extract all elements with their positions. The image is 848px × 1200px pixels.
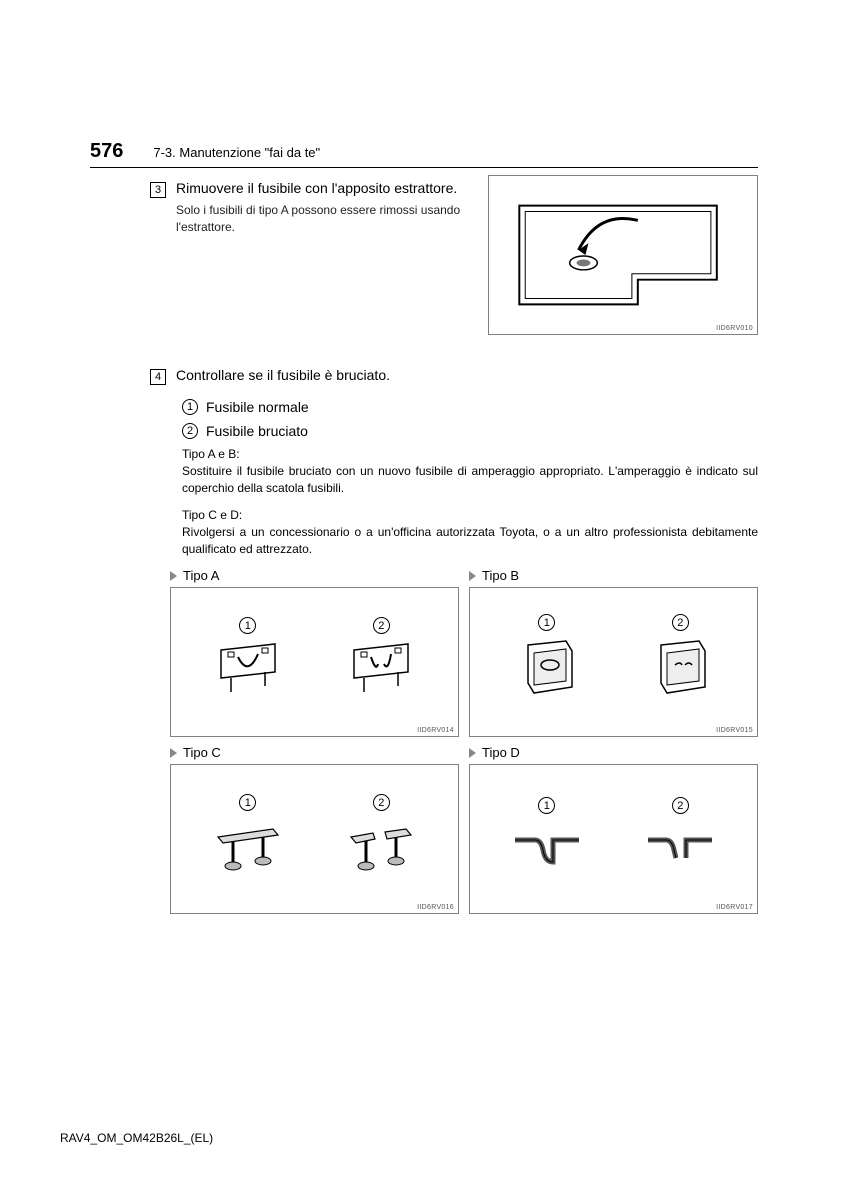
tipo-cd-title: Tipo C e D: [182, 508, 758, 522]
step-3-title: Rimuovere il fusibile con l'apposito est… [176, 180, 470, 196]
tipo-a-label: Tipo A [183, 568, 219, 583]
callout-2: 2 [672, 614, 689, 631]
footer-code: RAV4_OM_OM42B26L_(EL) [60, 1131, 213, 1145]
fuse-d-normal-icon [507, 822, 587, 872]
fuse-normal-label: Fusibile normale [206, 399, 309, 415]
tipo-d-label: Tipo D [482, 745, 520, 760]
fuse-a-blown-icon [346, 642, 416, 697]
callout-2: 2 [672, 797, 689, 814]
callout-2: 2 [373, 794, 390, 811]
tipo-ab-body: Sostituire il fusibile bruciato con un n… [182, 463, 758, 498]
figure-tipo-c: 1 2 [170, 764, 459, 914]
step-number-box: 4 [150, 369, 166, 385]
figure-code: IID6RV010 [716, 325, 753, 332]
callout-1: 1 [538, 614, 555, 631]
fuse-c-blown-icon [341, 819, 421, 874]
triangle-icon [170, 748, 177, 758]
figure-code: IID6RV014 [417, 727, 454, 734]
step-3: 3 Rimuovere il fusibile con l'apposito e… [150, 180, 470, 237]
figure-tipo-d: 1 2 IID6RV0 [469, 764, 758, 914]
fuse-b-blown-icon [647, 639, 713, 701]
tipo-cd-body: Rivolgersi a un concessionario o a un'of… [182, 524, 758, 559]
fusebox-icon [489, 176, 757, 334]
tipo-c-block: Tipo C 1 2 [170, 745, 459, 914]
callout-2: 2 [373, 617, 390, 634]
figure-code: IID6RV015 [716, 727, 753, 734]
fuse-a-normal-icon [213, 642, 283, 697]
step-3-sub: Solo i fusibili di tipo A possono essere… [176, 202, 470, 237]
circled-2-icon: 2 [182, 423, 198, 439]
fuse-d-blown-icon [640, 822, 720, 872]
callout-1: 1 [538, 797, 555, 814]
tipo-a-block: Tipo A 1 2 [170, 568, 459, 737]
tipo-b-block: Tipo B 1 2 [469, 568, 758, 737]
circled-1-icon: 1 [182, 399, 198, 415]
page-header: 576 7-3. Manutenzione "fai da te" [90, 140, 758, 168]
callout-1: 1 [239, 794, 256, 811]
tipo-b-label: Tipo B [482, 568, 519, 583]
step-number-box: 3 [150, 182, 166, 198]
fuse-blown-label: Fusibile bruciato [206, 423, 308, 439]
figure-fusebox: IID6RV010 [488, 175, 758, 335]
page-number: 576 [90, 140, 123, 163]
figure-tipo-b: 1 2 [469, 587, 758, 737]
figure-code: IID6RV016 [417, 904, 454, 911]
triangle-icon [170, 571, 177, 581]
section-title: 7-3. Manutenzione "fai da te" [153, 145, 320, 160]
triangle-icon [469, 571, 476, 581]
step-4-title: Controllare se il fusibile è bruciato. [176, 367, 758, 383]
callout-1: 1 [239, 617, 256, 634]
tipo-d-block: Tipo D 1 2 [469, 745, 758, 914]
fuse-b-normal-icon [514, 639, 580, 701]
step-4: 4 Controllare se il fusibile è bruciato. [150, 367, 758, 389]
figure-tipo-a: 1 2 [170, 587, 459, 737]
tipo-c-label: Tipo C [183, 745, 221, 760]
tipo-ab-title: Tipo A e B: [182, 447, 758, 461]
fuse-c-normal-icon [208, 819, 288, 874]
figure-code: IID6RV017 [716, 904, 753, 911]
fuse-state-list: 1 Fusibile normale 2 Fusibile bruciato [182, 399, 758, 439]
triangle-icon [469, 748, 476, 758]
